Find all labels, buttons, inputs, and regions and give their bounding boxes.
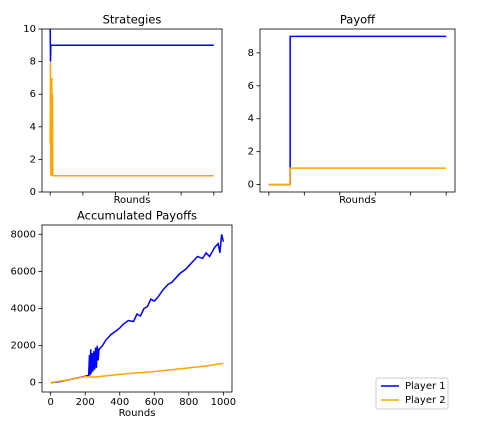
y-tick-label: 0 [30,187,36,198]
x-tick-label: 600 [145,397,164,408]
axes-frame [41,224,233,393]
y-tick-label: 6 [248,81,254,92]
x-axis-label: Rounds [119,408,156,419]
y-tick-label: 0 [30,378,36,389]
series-line [50,362,224,384]
x-tick-label: 400 [110,397,129,408]
x-tick-label: 0 [47,397,53,408]
y-tick-label: 10 [23,24,36,35]
y-tick-label: 4000 [11,304,36,315]
axes-frame [259,28,456,193]
series-line [49,61,214,177]
series-line [268,167,447,186]
chart-title: Payoff [340,13,376,27]
legend-label: Player 1 [405,381,446,392]
series-line [50,234,225,384]
series-line [268,35,447,186]
axes-frame [41,28,223,193]
x-axis-label: Rounds [339,195,376,206]
y-tick-label: 8 [30,57,36,68]
x-tick-label: 1000 [211,397,236,408]
y-tick-label: 2 [30,154,36,165]
y-tick-label: 4 [30,122,36,133]
y-tick-label: 4 [248,114,254,125]
y-tick-label: 6000 [11,266,36,277]
x-tick-label: 200 [76,397,95,408]
y-tick-label: 2 [248,147,254,158]
y-tick-label: 2000 [11,341,36,352]
y-tick-label: 6 [30,89,36,100]
chart-title: Strategies [103,13,162,27]
x-axis-label: Rounds [114,195,151,206]
series-line [49,28,214,62]
x-tick-label: 800 [179,397,198,408]
y-tick-label: 8000 [11,229,36,240]
legend-label: Player 2 [405,395,446,406]
chart-title: Accumulated Payoffs [77,209,197,223]
y-tick-label: 8 [248,48,254,59]
y-tick-label: 0 [248,180,254,191]
